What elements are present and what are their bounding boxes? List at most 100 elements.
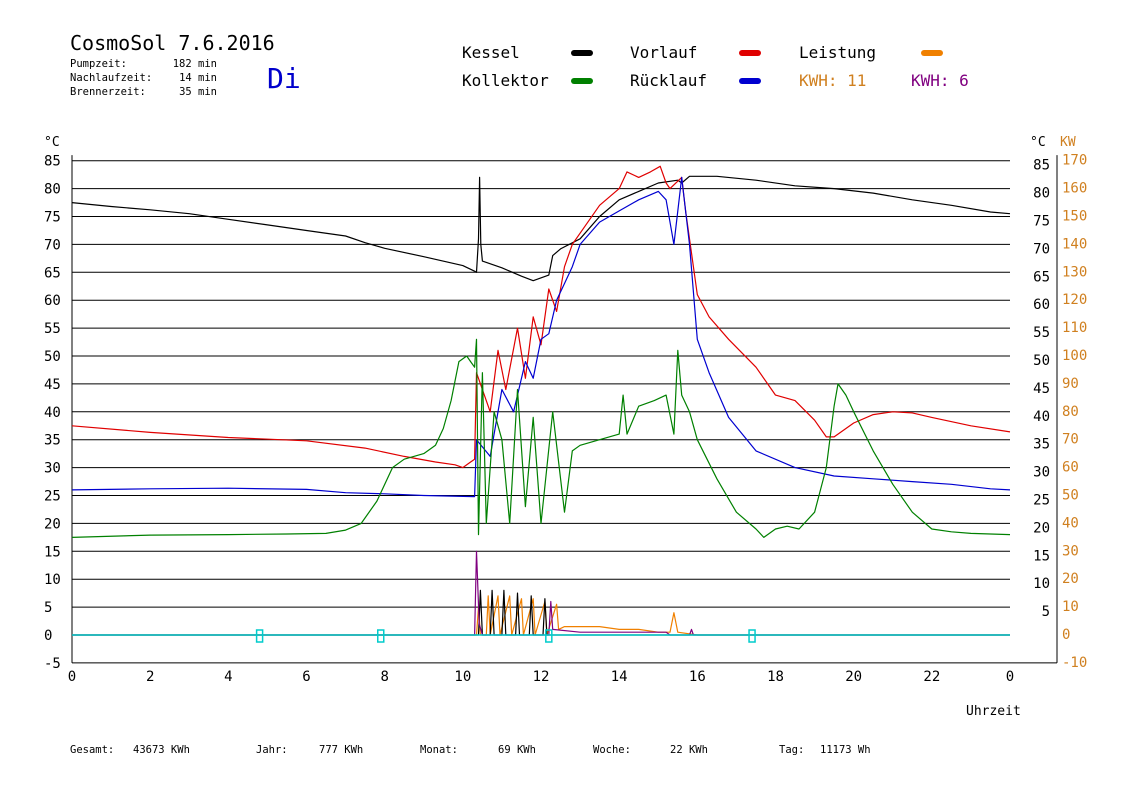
day-label: Di [267,62,301,95]
footer-tag-value: 11173 Wh [820,744,871,756]
footer-woche-value: 22 KWh [670,744,708,756]
header-stats: Pumpzeit: 182 min Nachlaufzeit: 14 min B… [70,58,217,98]
right-power-tick-label: 150 [1062,209,1087,225]
right-power-tick-label: 140 [1062,236,1087,252]
left-tick-label: 70 [44,237,61,253]
series-lines [71,165,1011,636]
right-power-tick-label: 30 [1062,543,1079,559]
x-tick-label: 2 [146,669,154,685]
right-temp-tick-label: 70 [1033,241,1050,257]
stat-brenner-value: 35 min [179,86,217,98]
stat-nachlauf-label: Nachlaufzeit: [70,72,152,84]
left-axis-unit: °C [44,135,60,150]
footer-monat-value: 69 KWh [498,744,536,756]
left-tick-label: 40 [44,405,61,421]
stat-brenner-label: Brennerzeit: [70,86,146,98]
x-tick-label: 18 [767,669,784,685]
right-temp-tick-label: 15 [1033,548,1050,564]
series-line-kollektor [71,338,1011,539]
x-tick-label: 14 [611,669,628,685]
status-marker [748,629,756,643]
right-temp-tick-label: 65 [1033,269,1050,285]
legend-kwh-purple: KWH: 6 [911,71,969,90]
grid-lines [72,160,1010,608]
x-tick-label: 22 [923,669,940,685]
right-temp-tick-label: 10 [1033,576,1050,592]
stat-pump-value: 182 min [173,58,217,70]
legend-label-ruecklauf: Rücklauf [630,71,707,90]
left-tick-label: 15 [44,544,61,560]
legend-label-kollektor: Kollektor [462,71,549,90]
right-power-tick-label: 120 [1062,292,1087,308]
left-tick-label: 45 [44,377,61,393]
stat-pump-label: Pumpzeit: [70,58,127,70]
right-power-tick-label: 10 [1062,599,1079,615]
right-power-tick-label: -10 [1062,655,1087,671]
series-line-leistung [72,595,1010,636]
left-tick-label: 20 [44,516,61,532]
right-power-tick-label: 170 [1062,153,1087,169]
right-axis-power-unit: KW [1060,135,1076,150]
right-temp-tick-label: 45 [1033,381,1050,397]
right-power-tick-label: 90 [1062,376,1079,392]
legend: Kessel Vorlauf Leistung Kollektor Rückla… [462,43,969,90]
right-power-tick-label: 130 [1062,264,1087,280]
right-temp-tick-label: 80 [1033,186,1050,202]
chart-title: CosmoSol 7.6.2016 [70,31,275,55]
x-tick-label: 8 [380,669,388,685]
left-tick-label: 25 [44,489,61,505]
left-tick-label: 85 [44,154,61,170]
left-tick-label: 35 [44,433,61,449]
series-line-kwh [72,550,1010,636]
x-tick-label: 12 [533,669,550,685]
x-tick-label: 20 [845,669,862,685]
right-power-tick-label: 40 [1062,515,1079,531]
legend-label-leistung: Leistung [799,43,876,62]
right-temp-tick-label: 25 [1033,493,1050,509]
right-temp-tick-label: 35 [1033,437,1050,453]
right-power-tick-label: 0 [1062,627,1070,643]
status-markers [255,629,756,643]
series-line-rcklauf [71,176,1011,498]
right-temp-tick-label: 40 [1033,409,1050,425]
left-tick-label: 80 [44,182,61,198]
x-tick-label: 0 [1006,669,1014,685]
x-tick-label: 16 [689,669,706,685]
right-axis-temp-unit: °C [1030,135,1046,150]
status-marker [545,629,553,643]
left-tick-label: 50 [44,349,61,365]
left-tick-label: 5 [44,600,52,616]
x-axis-label: Uhrzeit [966,704,1021,719]
right-power-tick-label: 110 [1062,320,1087,336]
footer-monat-label: Monat: [420,744,458,756]
x-tick-label: 10 [454,669,471,685]
footer-jahr-value: 777 KWh [319,744,363,756]
status-marker [255,629,264,643]
right-temp-tick-label: 60 [1033,297,1050,313]
x-tick-label: 0 [68,669,76,685]
left-tick-label: 0 [44,628,52,644]
right-power-tick-label: 100 [1062,348,1087,364]
left-tick-label: 65 [44,265,61,281]
right-power-tick-label: 60 [1062,460,1079,476]
right-temp-tick-label: 20 [1033,520,1050,536]
right-power-tick-label: 50 [1062,488,1079,504]
x-tick-label: 4 [224,669,232,685]
series-line-vorlauf [71,165,1011,469]
right-temp-tick-label: 5 [1042,604,1050,620]
footer-jahr-label: Jahr: [256,744,288,756]
axes [71,155,1058,664]
left-tick-label: -5 [44,656,61,672]
series-line-kessel [71,175,1011,282]
x-tick-label: 6 [302,669,310,685]
footer-gesamt-label: Gesamt: [70,744,114,756]
left-tick-label: 55 [44,321,61,337]
right-power-tick-label: 80 [1062,404,1079,420]
left-tick-label: 60 [44,293,61,309]
right-temp-tick-label: 55 [1033,325,1050,341]
right-power-tick-label: 70 [1062,432,1079,448]
stat-nachlauf-value: 14 min [179,72,217,84]
tick-labels: 8580757065605550454035302520151050-58580… [44,153,1087,685]
right-power-tick-label: 20 [1062,571,1079,587]
